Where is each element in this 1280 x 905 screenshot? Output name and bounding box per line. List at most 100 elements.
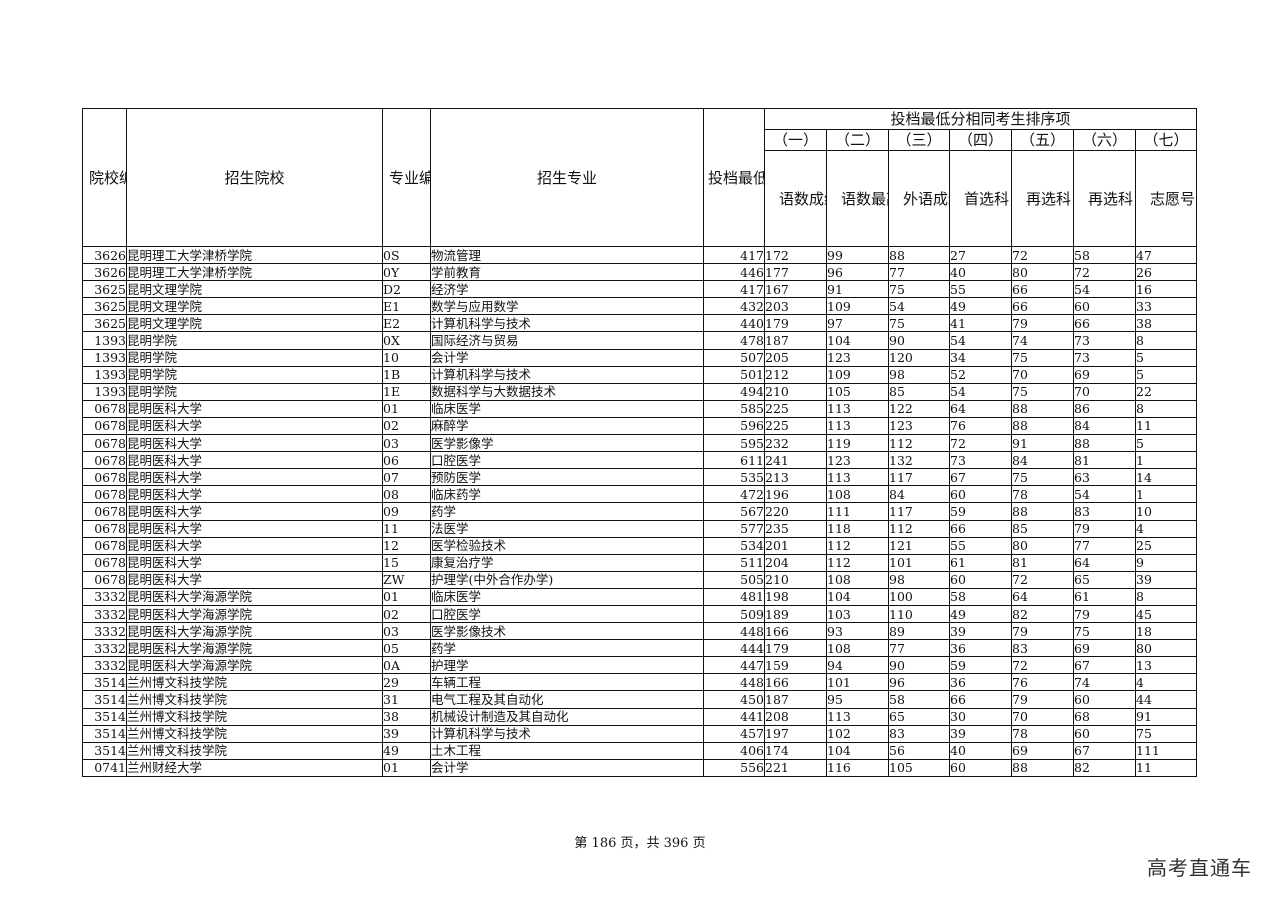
cell-score-5: 88: [1011, 416, 1074, 436]
cell-school-code: 1393: [82, 365, 127, 384]
cell-score-3: 89: [888, 622, 950, 641]
header-tiebreak-label: 再选科目最高成绩: [1011, 150, 1074, 247]
cell-major-name: 经济学: [430, 280, 704, 299]
cell-major-code: E1: [382, 297, 431, 316]
cell-score-5: 80: [1011, 263, 1074, 282]
cell-school-code: 1393: [82, 331, 127, 350]
cell-major-name: 机械设计制造及其自动化: [430, 707, 704, 726]
cell-score-7: 80: [1135, 639, 1197, 658]
cell-score-6: 60: [1073, 690, 1136, 709]
cell-school-code: 0678: [82, 468, 127, 487]
cell-score-1: 166: [764, 673, 827, 692]
cell-score-3: 110: [888, 604, 950, 624]
cell-score-5: 76: [1011, 673, 1074, 692]
cell-score-6: 79: [1073, 519, 1136, 538]
cell-major-name: 口腔医学: [430, 604, 704, 624]
cell-score-1: 210: [764, 382, 827, 401]
cell-min-score: 611: [703, 451, 765, 470]
cell-score-6: 84: [1073, 416, 1136, 436]
cell-school-code: 0678: [82, 570, 127, 589]
cell-score-6: 82: [1073, 758, 1136, 777]
cell-major-code: 11: [382, 519, 431, 538]
cell-score-4: 59: [949, 656, 1012, 675]
cell-major-code: E2: [382, 314, 431, 333]
cell-school-code: 3332: [82, 604, 127, 624]
table-row: 0678 昆明医科大学 15 康复治疗学 511 204 112 101 61 81 64 9: [82, 553, 1197, 572]
cell-score-3: 98: [888, 570, 950, 589]
header-tiebreak-label: 首选科目成绩: [949, 150, 1012, 247]
cell-score-4: 67: [949, 468, 1012, 487]
cell-score-1: 241: [764, 451, 827, 470]
cell-major-code: 31: [382, 690, 431, 709]
table-row: 3514 兰州博文科技学院 38 机械设计制造及其自动化 441 208 113 65 30 70…: [82, 707, 1197, 726]
cell-major-code: 08: [382, 485, 431, 504]
table-row: 3332 昆明医科大学海源学院 03 医学影像技术 448 166 93 89 39 79 75 18: [82, 622, 1197, 641]
header-tiebreak-label: 语数成绩: [764, 150, 827, 247]
cell-score-3: 54: [888, 297, 950, 316]
table-row: 3514 兰州博文科技学院 49 土木工程 406 174 104 56 40 69 67 111: [82, 741, 1197, 760]
cell-score-6: 54: [1073, 485, 1136, 504]
cell-score-5: 79: [1011, 314, 1074, 333]
cell-score-6: 69: [1073, 365, 1136, 384]
cell-min-score: 472: [703, 485, 765, 504]
cell-major-code: 01: [382, 399, 431, 418]
cell-score-1: 225: [764, 416, 827, 436]
cell-major-name: 计算机科学与技术: [430, 724, 704, 743]
cell-score-2: 95: [826, 690, 889, 709]
cell-score-1: 225: [764, 399, 827, 418]
cell-score-2: 96: [826, 263, 889, 282]
header-school-code: 院校编号: [82, 108, 127, 247]
cell-score-3: 88: [888, 245, 950, 265]
cell-min-score: 440: [703, 314, 765, 333]
cell-score-7: 9: [1135, 553, 1197, 572]
cell-school-name: 昆明医科大学: [126, 416, 383, 436]
table-row: 1393 昆明学院 10 会计学 507 205 123 120 34 75 73 5: [82, 348, 1197, 367]
cell-min-score: 509: [703, 604, 765, 624]
cell-score-3: 101: [888, 553, 950, 572]
cell-score-2: 113: [826, 468, 889, 487]
cell-major-name: 会计学: [430, 348, 704, 367]
table-row: 3332 昆明医科大学海源学院 01 临床医学 481 198 104 100 58 64 61 8: [82, 587, 1197, 606]
cell-score-2: 119: [826, 434, 889, 453]
table-row: 0678 昆明医科大学 06 口腔医学 611 241 123 132 73 84 81 1: [82, 451, 1197, 470]
cell-score-7: 91: [1135, 707, 1197, 726]
cell-score-5: 91: [1011, 434, 1074, 453]
cell-score-6: 75: [1073, 622, 1136, 641]
cell-score-6: 68: [1073, 707, 1136, 726]
cell-score-7: 5: [1135, 365, 1197, 384]
cell-score-3: 65: [888, 707, 950, 726]
cell-school-name: 兰州博文科技学院: [126, 673, 383, 692]
cell-min-score: 556: [703, 758, 765, 777]
table-row: 3625 昆明文理学院 D2 经济学 417 167 91 75 55 66 54 16: [82, 280, 1197, 299]
cell-score-6: 60: [1073, 297, 1136, 316]
cell-school-name: 昆明医科大学海源学院: [126, 587, 383, 606]
cell-score-3: 75: [888, 280, 950, 299]
cell-school-name: 昆明医科大学: [126, 451, 383, 470]
page-number: 第 186 页，共 396 页: [574, 836, 706, 851]
cell-school-name: 兰州博文科技学院: [126, 690, 383, 709]
cell-score-6: 73: [1073, 348, 1136, 367]
cell-score-5: 66: [1011, 280, 1074, 299]
cell-score-5: 88: [1011, 399, 1074, 418]
cell-score-5: 83: [1011, 639, 1074, 658]
cell-major-code: 39: [382, 724, 431, 743]
cell-min-score: 595: [703, 434, 765, 453]
cell-score-6: 65: [1073, 570, 1136, 589]
cell-major-name: 学前教育: [430, 263, 704, 282]
cell-score-2: 123: [826, 451, 889, 470]
cell-min-score: 505: [703, 570, 765, 589]
cell-major-code: 0A: [382, 656, 431, 675]
cell-score-7: 75: [1135, 724, 1197, 743]
cell-score-1: 166: [764, 622, 827, 641]
cell-score-5: 64: [1011, 587, 1074, 606]
cell-score-2: 102: [826, 724, 889, 743]
header-tiebreak-num: （七）: [1135, 129, 1197, 151]
cell-score-1: 196: [764, 485, 827, 504]
cell-score-6: 81: [1073, 451, 1136, 470]
cell-score-4: 73: [949, 451, 1012, 470]
cell-score-3: 90: [888, 656, 950, 675]
cell-score-2: 108: [826, 639, 889, 658]
cell-school-name: 昆明学院: [126, 382, 383, 401]
cell-major-code: 03: [382, 622, 431, 641]
cell-min-score: 447: [703, 656, 765, 675]
